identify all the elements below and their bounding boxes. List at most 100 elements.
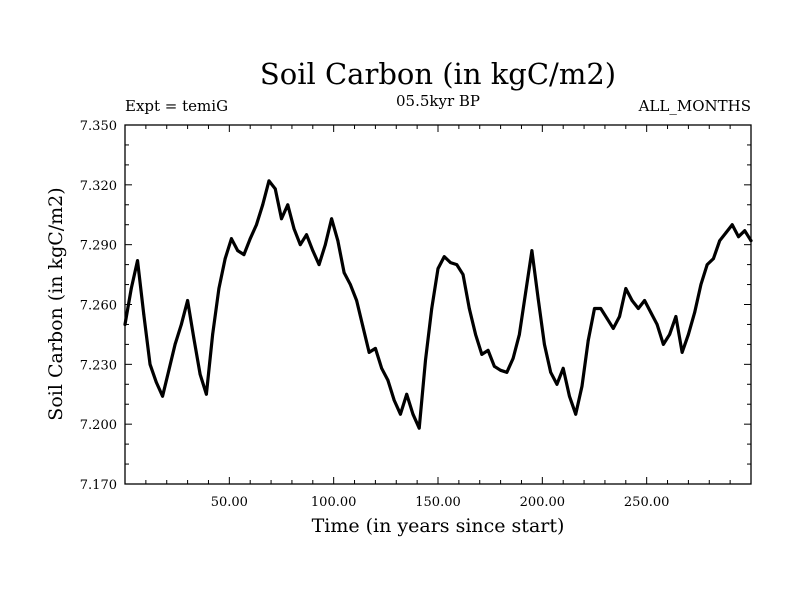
soil-carbon-data-point <box>680 350 684 354</box>
soil-carbon-data-point <box>524 291 528 294</box>
soil-carbon-data-point <box>417 426 421 430</box>
soil-carbon-data-point <box>436 267 440 270</box>
soil-carbon-data-point <box>248 237 252 241</box>
soil-carbon-data-point <box>211 333 215 336</box>
x-tick-label: 200.00 <box>520 495 566 510</box>
soil-carbon-data-point <box>242 253 246 257</box>
soil-carbon-data-point <box>236 249 240 253</box>
soil-carbon-data-point <box>374 346 377 350</box>
soil-carbon-data-point <box>649 311 653 314</box>
soil-carbon-data-point <box>142 313 146 316</box>
soil-carbon-data-point <box>474 333 477 336</box>
soil-carbon-data-point <box>361 325 365 328</box>
soil-carbon-data-point <box>123 323 127 326</box>
soil-carbon-data-point <box>593 307 596 310</box>
soil-carbon-data-point <box>154 380 158 384</box>
soil-carbon-data-point <box>499 368 502 372</box>
soil-carbon-data-point <box>424 358 427 362</box>
soil-carbon-data-point <box>712 257 715 261</box>
experiment-annotation: Expt = temiG <box>125 97 228 115</box>
soil-carbon-data-point <box>618 315 621 318</box>
soil-carbon-data-point <box>661 342 665 346</box>
soil-carbon-data-point <box>668 333 672 336</box>
soil-carbon-data-point <box>605 317 609 320</box>
soil-carbon-data-point <box>305 233 308 237</box>
soil-carbon-data-point <box>543 342 546 346</box>
soil-carbon-data-point <box>286 203 290 207</box>
y-tick-label: 7.230 <box>80 358 117 373</box>
soil-carbon-data-point <box>455 263 459 267</box>
plot-frame <box>124 124 752 485</box>
chart-subtitle: 05.5kyr BP <box>396 92 480 110</box>
soil-carbon-data-point <box>355 299 359 302</box>
soil-carbon-data-point <box>630 299 634 302</box>
soil-carbon-data-point <box>148 362 152 366</box>
soil-carbon-data-point <box>399 412 402 416</box>
soil-carbon-data-point <box>655 323 659 326</box>
y-axis-title: Soil Carbon (in kgC/m2) <box>45 187 67 420</box>
soil-carbon-data-point <box>292 227 296 231</box>
soil-carbon-data-point <box>517 333 521 336</box>
soil-carbon-data-point <box>530 249 534 253</box>
soil-carbon-data-point <box>480 352 484 356</box>
soil-carbon-data-point <box>724 231 728 235</box>
soil-carbon-data-point <box>580 384 584 388</box>
soil-carbon-data-point <box>267 179 271 183</box>
x-axis-title: Time (in years since start) <box>312 515 565 537</box>
soil-carbon-data-point <box>611 327 615 330</box>
soil-carbon-data-point <box>461 273 465 276</box>
soil-carbon-data-point <box>217 287 221 290</box>
soil-carbon-data-point <box>330 217 333 221</box>
soil-carbon-data-point <box>718 239 722 243</box>
soil-carbon-data-point <box>192 337 196 340</box>
soil-carbon-data-point <box>298 243 302 247</box>
chart-title: Soil Carbon (in kgC/m2) <box>260 57 616 91</box>
plot-layer: 50.00 100.00 150.00 200.00 250.00 7.170 7.200 7… <box>80 119 753 510</box>
x-tick-label: 250.00 <box>624 495 670 510</box>
soil-carbon-data-point <box>230 237 233 241</box>
soil-carbon-data-point <box>467 307 471 310</box>
soil-carbon-data-point <box>317 263 321 267</box>
y-tick-label: 7.290 <box>80 239 117 254</box>
soil-carbon-data-point <box>380 366 384 370</box>
soil-carbon-data-point <box>549 370 553 374</box>
soil-carbon-data-point <box>323 243 327 247</box>
soil-carbon-data-point <box>449 261 452 265</box>
soil-carbon-data-point <box>405 392 409 396</box>
soil-carbon-data-point <box>699 283 703 286</box>
soil-carbon-data-point <box>161 394 164 398</box>
soil-carbon-data-point <box>411 412 415 416</box>
soil-carbon-data-point <box>367 350 371 354</box>
soil-carbon-data-point <box>386 378 390 382</box>
soil-carbon-data-point <box>255 223 258 227</box>
soil-carbon-series-line <box>123 179 753 430</box>
soil-carbon-data-point <box>599 307 603 310</box>
soil-carbon-data-point <box>311 249 315 253</box>
soil-carbon-data-point <box>273 187 277 191</box>
soil-carbon-data-point <box>743 229 747 233</box>
soil-carbon-data-point <box>486 348 490 352</box>
soil-carbon-data-point <box>342 271 346 274</box>
soil-carbon-data-point <box>636 307 640 310</box>
soil-carbon-data-point <box>505 370 509 374</box>
soil-carbon-data-point <box>749 239 753 243</box>
soil-carbon-data-point <box>430 307 434 310</box>
soil-carbon-data-point <box>687 333 690 336</box>
soil-carbon-data-point <box>693 311 697 314</box>
soil-carbon-data-point <box>730 223 734 227</box>
soil-carbon-data-point <box>198 372 202 376</box>
soil-carbon-data-point <box>204 392 208 396</box>
soil-carbon-data-point <box>348 283 352 286</box>
soil-carbon-data-point <box>179 323 183 326</box>
soil-carbon-data-point <box>624 287 628 290</box>
soil-carbon-data-point <box>167 368 171 372</box>
soil-carbon-data-point <box>442 255 446 259</box>
soil-carbon-data-point <box>643 299 646 302</box>
soil-carbon-data-point <box>705 263 709 267</box>
soil-carbon-data-point <box>574 412 578 416</box>
x-tick-label: 50.00 <box>211 495 248 510</box>
y-tick-label: 7.350 <box>80 119 117 134</box>
soil-carbon-data-point <box>261 203 265 207</box>
x-tick-label: 100.00 <box>311 495 357 510</box>
